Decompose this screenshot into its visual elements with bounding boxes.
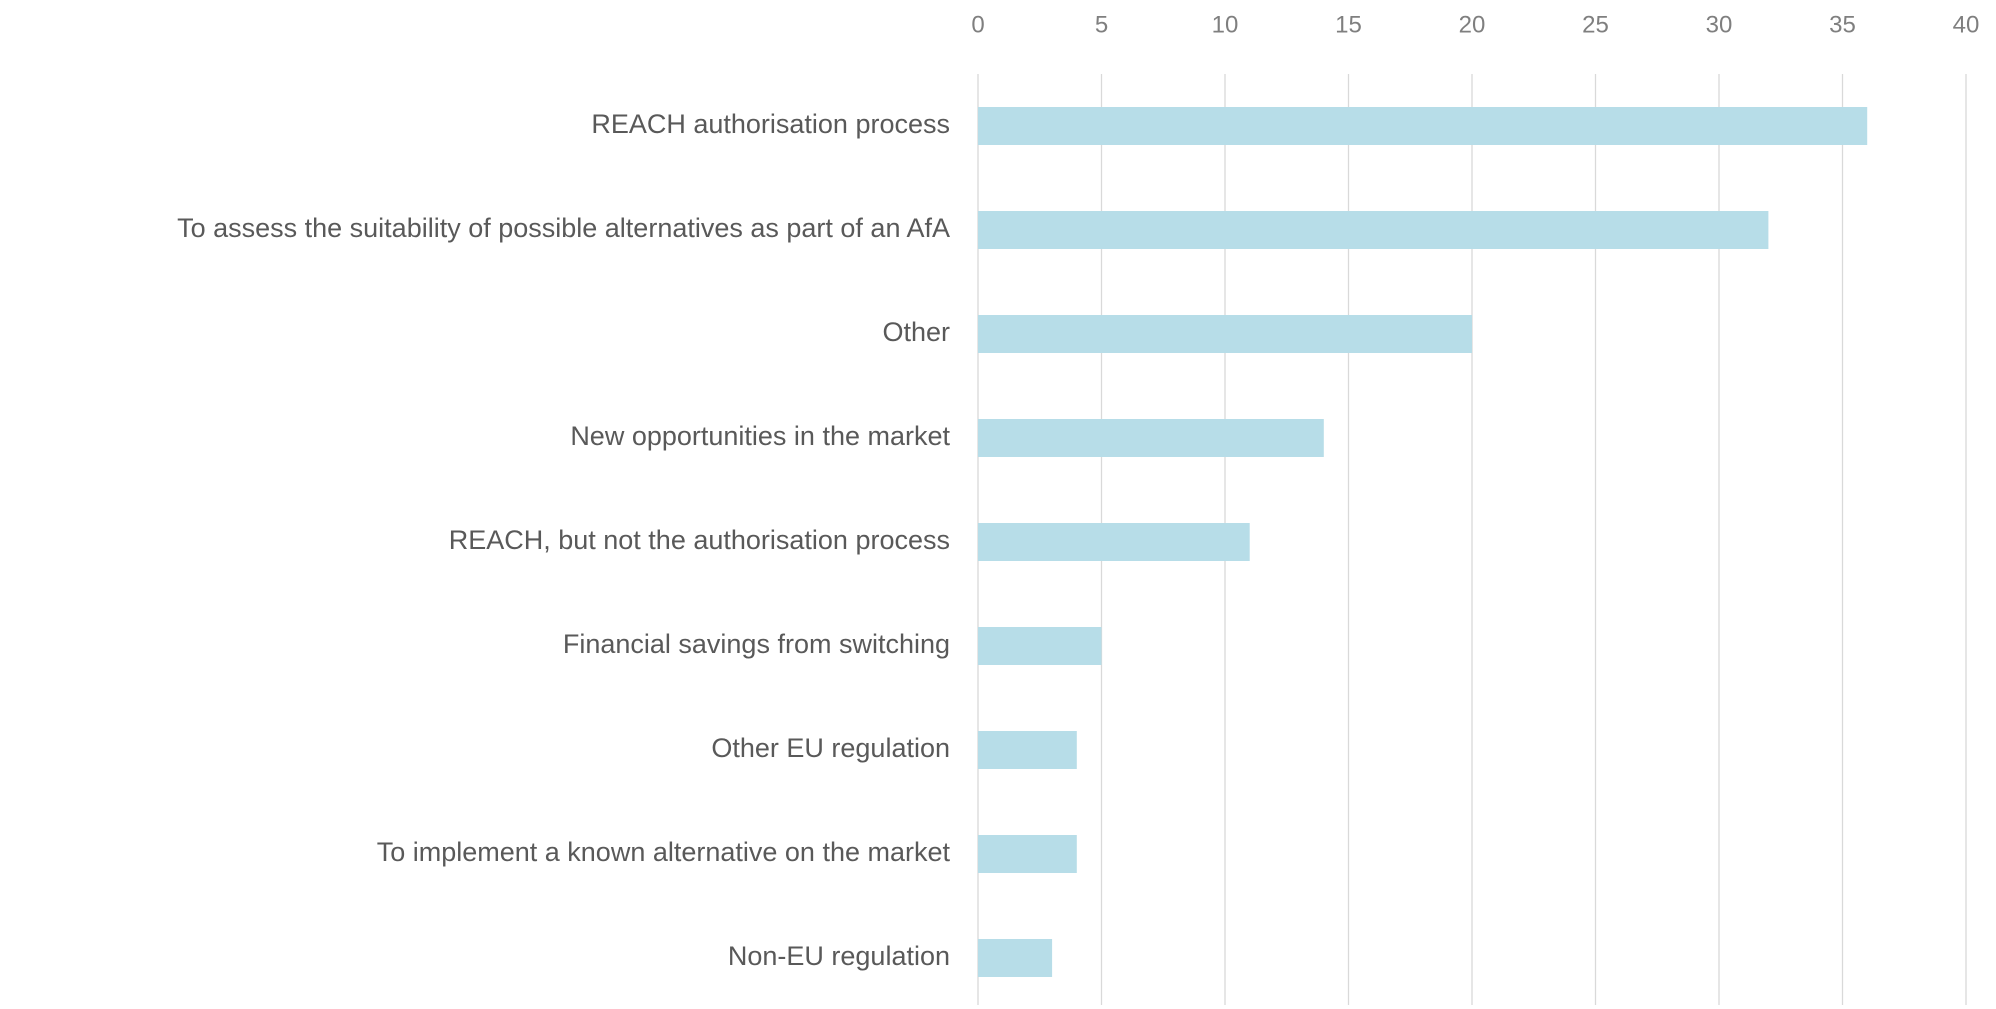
x-tick-label: 35 xyxy=(1829,11,1856,38)
y-tick-label: Other EU regulation xyxy=(711,733,950,763)
bar xyxy=(978,315,1472,353)
x-tick-label: 5 xyxy=(1095,11,1108,38)
y-tick-label: To implement a known alternative on the … xyxy=(377,837,951,867)
y-tick-label: New opportunities in the market xyxy=(570,421,950,451)
y-tick-label: Other xyxy=(882,317,950,347)
x-tick-label: 10 xyxy=(1212,11,1239,38)
y-tick-label: REACH authorisation process xyxy=(591,109,950,139)
bar xyxy=(978,107,1868,145)
bar xyxy=(978,523,1250,561)
y-tick-label: Non-EU regulation xyxy=(728,941,950,971)
y-tick-label: REACH, but not the authorisation process xyxy=(449,525,950,555)
x-tick-label: 0 xyxy=(971,11,984,38)
x-tick-label: 30 xyxy=(1706,11,1733,38)
bar xyxy=(978,835,1077,873)
x-tick-label: 25 xyxy=(1582,11,1609,38)
y-tick-label: To assess the suitability of possible al… xyxy=(177,213,950,243)
bar xyxy=(978,939,1053,977)
bar xyxy=(978,211,1769,249)
bar xyxy=(978,627,1102,665)
y-tick-label: Financial savings from switching xyxy=(563,629,950,659)
bar xyxy=(978,419,1324,457)
bar xyxy=(978,731,1077,769)
x-tick-label: 15 xyxy=(1335,11,1362,38)
x-tick-label: 20 xyxy=(1459,11,1486,38)
x-tick-label: 40 xyxy=(1953,11,1980,38)
